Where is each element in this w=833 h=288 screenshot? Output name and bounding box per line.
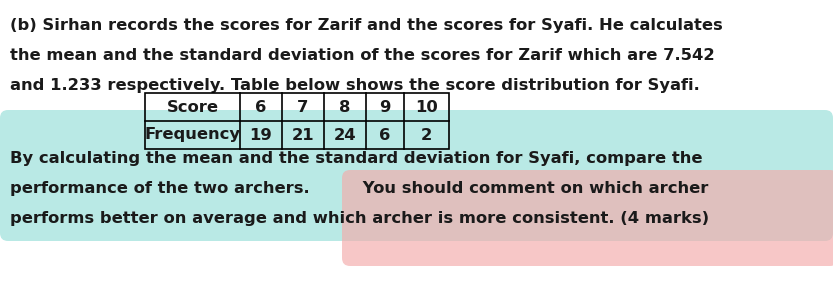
Text: 19: 19 xyxy=(250,128,272,143)
Text: By calculating the mean and the standard deviation for Syafi, compare the: By calculating the mean and the standard… xyxy=(10,151,702,166)
Text: 6: 6 xyxy=(255,99,267,115)
Text: performs better on average and which archer is more consistent. (4 marks): performs better on average and which arc… xyxy=(10,211,709,226)
Text: Score: Score xyxy=(167,99,218,115)
Text: (b) Sirhan records the scores for Zarif and the scores for Syafi. He calculates: (b) Sirhan records the scores for Zarif … xyxy=(10,18,723,33)
Text: and 1.233 respectively. Table below shows the score distribution for Syafi.: and 1.233 respectively. Table below show… xyxy=(10,78,700,93)
Text: 7: 7 xyxy=(297,99,309,115)
Text: 10: 10 xyxy=(415,99,438,115)
Text: the mean and the standard deviation of the scores for Zarif which are 7.542: the mean and the standard deviation of t… xyxy=(10,48,715,63)
Text: 21: 21 xyxy=(292,128,314,143)
Text: 6: 6 xyxy=(379,128,391,143)
Text: 9: 9 xyxy=(379,99,391,115)
Bar xyxy=(145,93,449,149)
Text: 8: 8 xyxy=(339,99,351,115)
Text: You should comment on which archer: You should comment on which archer xyxy=(357,181,708,196)
FancyBboxPatch shape xyxy=(0,110,833,241)
FancyBboxPatch shape xyxy=(342,170,833,266)
Text: performance of the two archers.: performance of the two archers. xyxy=(10,181,310,196)
Text: Frequency: Frequency xyxy=(144,128,241,143)
Text: 24: 24 xyxy=(334,128,357,143)
Text: 2: 2 xyxy=(421,128,432,143)
